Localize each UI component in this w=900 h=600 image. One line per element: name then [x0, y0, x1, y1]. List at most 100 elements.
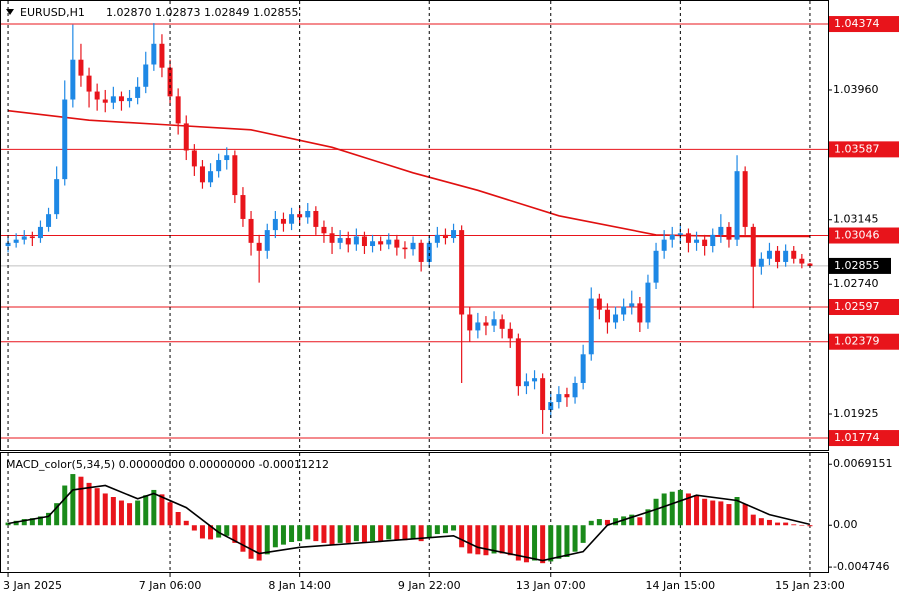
macd-bar — [694, 495, 700, 526]
macd-bar — [256, 525, 262, 561]
candle-body — [264, 230, 270, 251]
macd-bar — [604, 519, 610, 526]
macd-bar — [78, 476, 84, 526]
candle-body — [289, 214, 295, 224]
macd-bar — [353, 525, 359, 542]
candle-body — [604, 309, 610, 323]
candle-body — [532, 378, 538, 382]
candle-body — [661, 239, 667, 251]
y-tick-label: 1.01925 — [833, 407, 879, 420]
candle-body — [580, 354, 586, 383]
candle-body — [13, 239, 19, 243]
candle-body — [702, 239, 708, 247]
macd-bar — [434, 525, 440, 535]
candle-body — [305, 210, 311, 218]
macd-bar — [783, 522, 789, 526]
candle-body — [232, 155, 238, 196]
candle-body — [256, 242, 262, 251]
y-tick-label: 1.03145 — [833, 213, 879, 226]
candle-body — [629, 303, 635, 307]
candle-body — [637, 303, 643, 323]
candle-body — [588, 298, 594, 355]
y-tick-label: 1.03960 — [833, 83, 879, 96]
macd-bar — [629, 514, 635, 526]
candle-body — [240, 195, 246, 219]
macd-bar — [483, 525, 489, 556]
candle-body — [783, 250, 789, 262]
candle-body — [70, 59, 76, 100]
candle-body — [710, 234, 716, 247]
candle-body — [62, 99, 68, 180]
candle-body — [297, 214, 303, 218]
macd-bar — [596, 519, 602, 526]
macd-bar — [386, 525, 392, 540]
macd-bar — [734, 497, 740, 526]
current-price-label: 1.02855 — [834, 259, 880, 272]
candle-body — [321, 226, 327, 234]
macd-bar — [669, 491, 675, 526]
macd-bar — [515, 525, 521, 561]
candle-body — [21, 236, 27, 240]
candle-body — [54, 179, 60, 215]
candle-body — [191, 150, 197, 167]
candle-body — [621, 306, 627, 315]
menu-triangle[interactable] — [6, 9, 14, 15]
candle-body — [645, 282, 651, 323]
macd-panel-frame — [0, 452, 829, 573]
macd-bar — [402, 525, 408, 541]
candle-body — [175, 96, 181, 124]
candle-body — [159, 43, 165, 68]
macd-bar — [329, 525, 335, 545]
macd-bar — [410, 525, 416, 539]
y-tick-label: 0.0069151 — [833, 457, 893, 470]
macd-bar — [459, 525, 465, 548]
macd-bar — [94, 488, 100, 526]
macd-bar — [37, 516, 43, 526]
candle-body — [523, 381, 529, 387]
macd-bar — [685, 493, 691, 526]
candle-body — [572, 382, 578, 398]
macd-bar — [426, 525, 432, 538]
candle-body — [224, 155, 230, 161]
price-panel-frame — [0, 0, 829, 451]
macd-bar — [361, 525, 367, 542]
level-label: 1.03587 — [834, 142, 880, 155]
macd-bar — [151, 489, 157, 526]
macd-bar — [499, 525, 505, 554]
macd-bar — [442, 525, 448, 534]
macd-bar — [224, 525, 230, 536]
level-box — [829, 16, 899, 33]
macd-bar — [491, 525, 497, 554]
macd-bar — [232, 525, 238, 543]
level-label: 1.01774 — [834, 431, 880, 444]
macd-bar — [46, 512, 52, 526]
macd-bar — [766, 519, 772, 526]
candle-body — [94, 91, 100, 100]
candle-body — [556, 394, 562, 403]
y-tick-label: 1.02740 — [833, 277, 879, 290]
candle-body — [799, 258, 805, 264]
ohlc-label: 1.02870 1.02873 1.02849 1.02855 — [106, 6, 298, 19]
macd-bar — [718, 501, 724, 526]
candle-body — [329, 233, 335, 243]
macd-bar — [54, 503, 60, 526]
candle-body — [183, 123, 189, 151]
candle-body — [5, 242, 11, 247]
signal-line — [7, 484, 811, 562]
candle-body — [102, 99, 108, 103]
level-label: 1.02597 — [834, 300, 880, 313]
macd-bar — [532, 525, 538, 561]
macd-bar — [799, 525, 805, 526]
macd-bar — [110, 497, 116, 526]
macd-bar — [677, 489, 683, 526]
macd-bar — [661, 493, 667, 526]
macd-bar — [337, 525, 343, 543]
candle-body — [402, 247, 408, 250]
macd-bar — [556, 525, 562, 559]
macd-bar — [637, 517, 643, 526]
x-tick-label: 7 Jan 06:00 — [139, 579, 202, 592]
x-tick-label: 15 Jan 23:00 — [775, 579, 845, 592]
macd-bar — [175, 512, 181, 526]
candle-body — [467, 314, 473, 331]
